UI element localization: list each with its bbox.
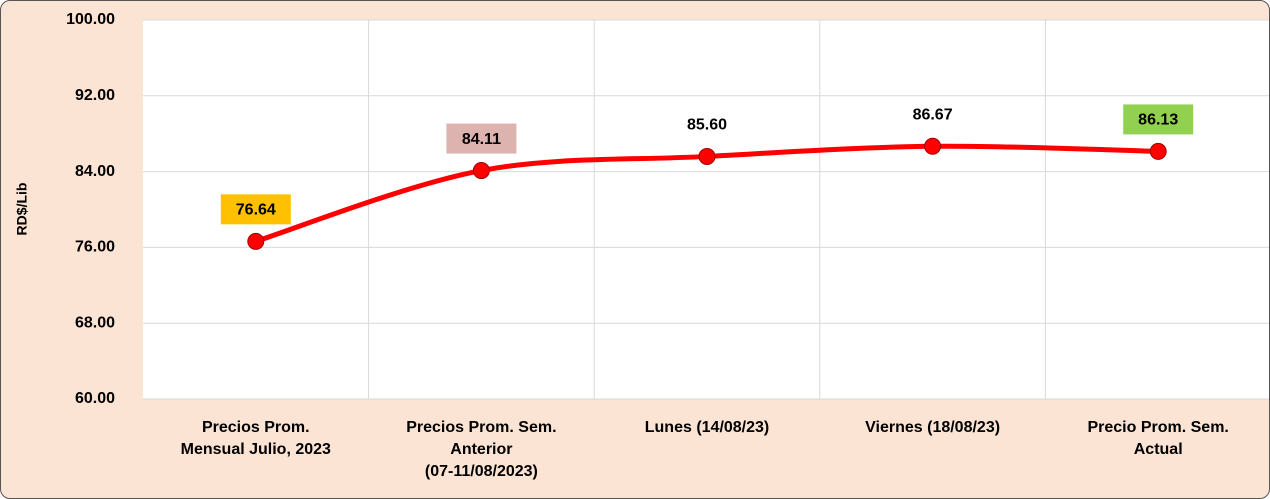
x-tick-label: Precios Prom. Mensual Julio, 2023 bbox=[180, 419, 331, 458]
x-tick-label: Precio Prom. Sem. Actual bbox=[1087, 419, 1229, 458]
x-tick-label: Lunes (14/08/23) bbox=[644, 419, 770, 436]
data-label: 84.11 bbox=[462, 131, 501, 148]
data-label: 76.64 bbox=[236, 202, 276, 219]
label-bg bbox=[220, 194, 291, 225]
x-tick-label: Precios Prom. Sem. Anterior (07-11/08/20… bbox=[406, 419, 557, 480]
y-tick-label: 76.00 bbox=[75, 239, 115, 256]
y-tick-label: 92.00 bbox=[75, 87, 115, 104]
plot-area bbox=[143, 20, 1269, 399]
data-label: 86.67 bbox=[913, 107, 953, 124]
label-bg bbox=[1123, 104, 1194, 135]
y-tick-label: 100.00 bbox=[66, 11, 115, 28]
data-point bbox=[1149, 142, 1167, 160]
y-tick-label: 60.00 bbox=[75, 390, 115, 407]
label-bg bbox=[446, 123, 517, 154]
y-tick-label: 84.00 bbox=[75, 163, 115, 180]
data-point bbox=[472, 162, 490, 180]
data-label: 85.60 bbox=[687, 117, 727, 134]
data-label: 86.13 bbox=[1138, 112, 1178, 129]
data-point bbox=[698, 147, 716, 165]
y-tick-label: 68.00 bbox=[75, 314, 115, 331]
y-axis-title: RD$/Lib bbox=[14, 183, 30, 236]
data-point bbox=[247, 232, 265, 250]
data-point bbox=[924, 137, 942, 155]
x-tick-label: Viernes (18/08/23) bbox=[865, 419, 1001, 436]
